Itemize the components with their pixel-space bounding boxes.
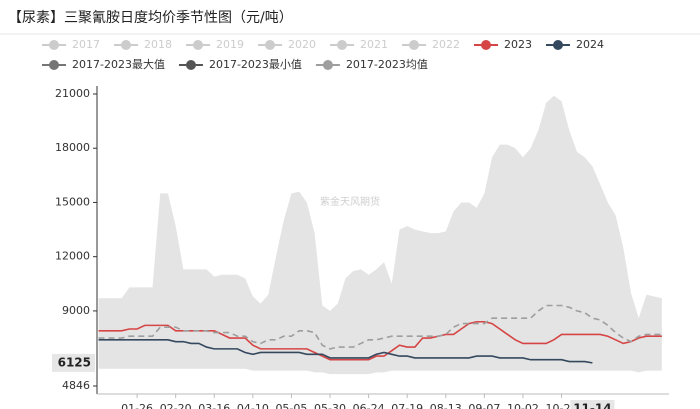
legend-marker — [49, 40, 59, 50]
x-tick-label: 05-30 — [314, 402, 346, 409]
x-tick-label: 03-16 — [198, 402, 230, 409]
legend-label: 2024 — [576, 38, 604, 51]
legend: 2017 2018 2019 2020 2021 2022 2023 2024 2017-202… — [42, 38, 604, 71]
y-tick-label: 12000 — [55, 250, 90, 263]
watermark: 紫金天风期货 — [320, 195, 380, 208]
legend-marker — [322, 60, 333, 70]
legend-marker — [193, 40, 203, 50]
x-tick-label: 10-27 — [546, 402, 578, 409]
y-tick-label: 21000 — [55, 87, 90, 100]
x-tick-label: 04-10 — [237, 402, 269, 409]
chart-title: 【尿素】三聚氰胺日度均价季节性图（元/吨） — [8, 10, 293, 26]
y-tick-label: 15000 — [55, 195, 90, 208]
pointer-x-label: 11-14 — [573, 402, 611, 409]
legend-marker — [121, 40, 131, 50]
legend-label: 2019 — [216, 38, 244, 51]
legend-marker — [185, 60, 196, 70]
series-line — [98, 320, 662, 361]
legend-marker — [553, 40, 563, 50]
legend-label: 2022 — [432, 38, 460, 51]
legend-marker — [337, 40, 347, 50]
legend-marker — [481, 40, 491, 50]
legend-label: 2017 — [72, 38, 100, 51]
legend-label: 2018 — [144, 38, 172, 51]
x-tick-label: 10-02 — [507, 402, 539, 409]
x-tick-label: 09-07 — [468, 402, 500, 409]
legend-label: 2023 — [504, 38, 532, 51]
legend-label: 2017-2023均值 — [346, 58, 428, 71]
x-tick-label: 02-20 — [160, 402, 192, 409]
pointer-x-box — [570, 400, 615, 409]
x-tick-label: 08-13 — [430, 402, 462, 409]
legend-label: 2021 — [360, 38, 388, 51]
legend-marker — [409, 40, 419, 50]
legend-label: 2017-2023最大值 — [72, 57, 165, 71]
legend-marker — [49, 60, 59, 70]
range-band — [98, 95, 662, 375]
pointer-y-label: 6125 — [58, 355, 91, 369]
legend-label: 2017-2023最小值 — [209, 58, 302, 71]
x-tick-label: 05-05 — [275, 402, 307, 409]
y-tick-label: 9000 — [62, 304, 90, 317]
y-tick-label: 18000 — [55, 141, 90, 154]
series-line — [98, 304, 662, 350]
series-line — [98, 339, 593, 364]
x-tick-label: 06-24 — [353, 402, 385, 409]
legend-label: 2020 — [288, 38, 316, 51]
pointer-y-box — [52, 353, 95, 372]
x-tick-label: 01-26 — [121, 402, 153, 409]
x-tick-label: 07-19 — [391, 402, 423, 409]
legend-marker — [265, 40, 275, 50]
y-tick-label: 4846 — [62, 379, 90, 392]
plot: 紫金天风期货 4846 9000 12000 15000 18000 21000 01-26 0… — [52, 86, 669, 409]
